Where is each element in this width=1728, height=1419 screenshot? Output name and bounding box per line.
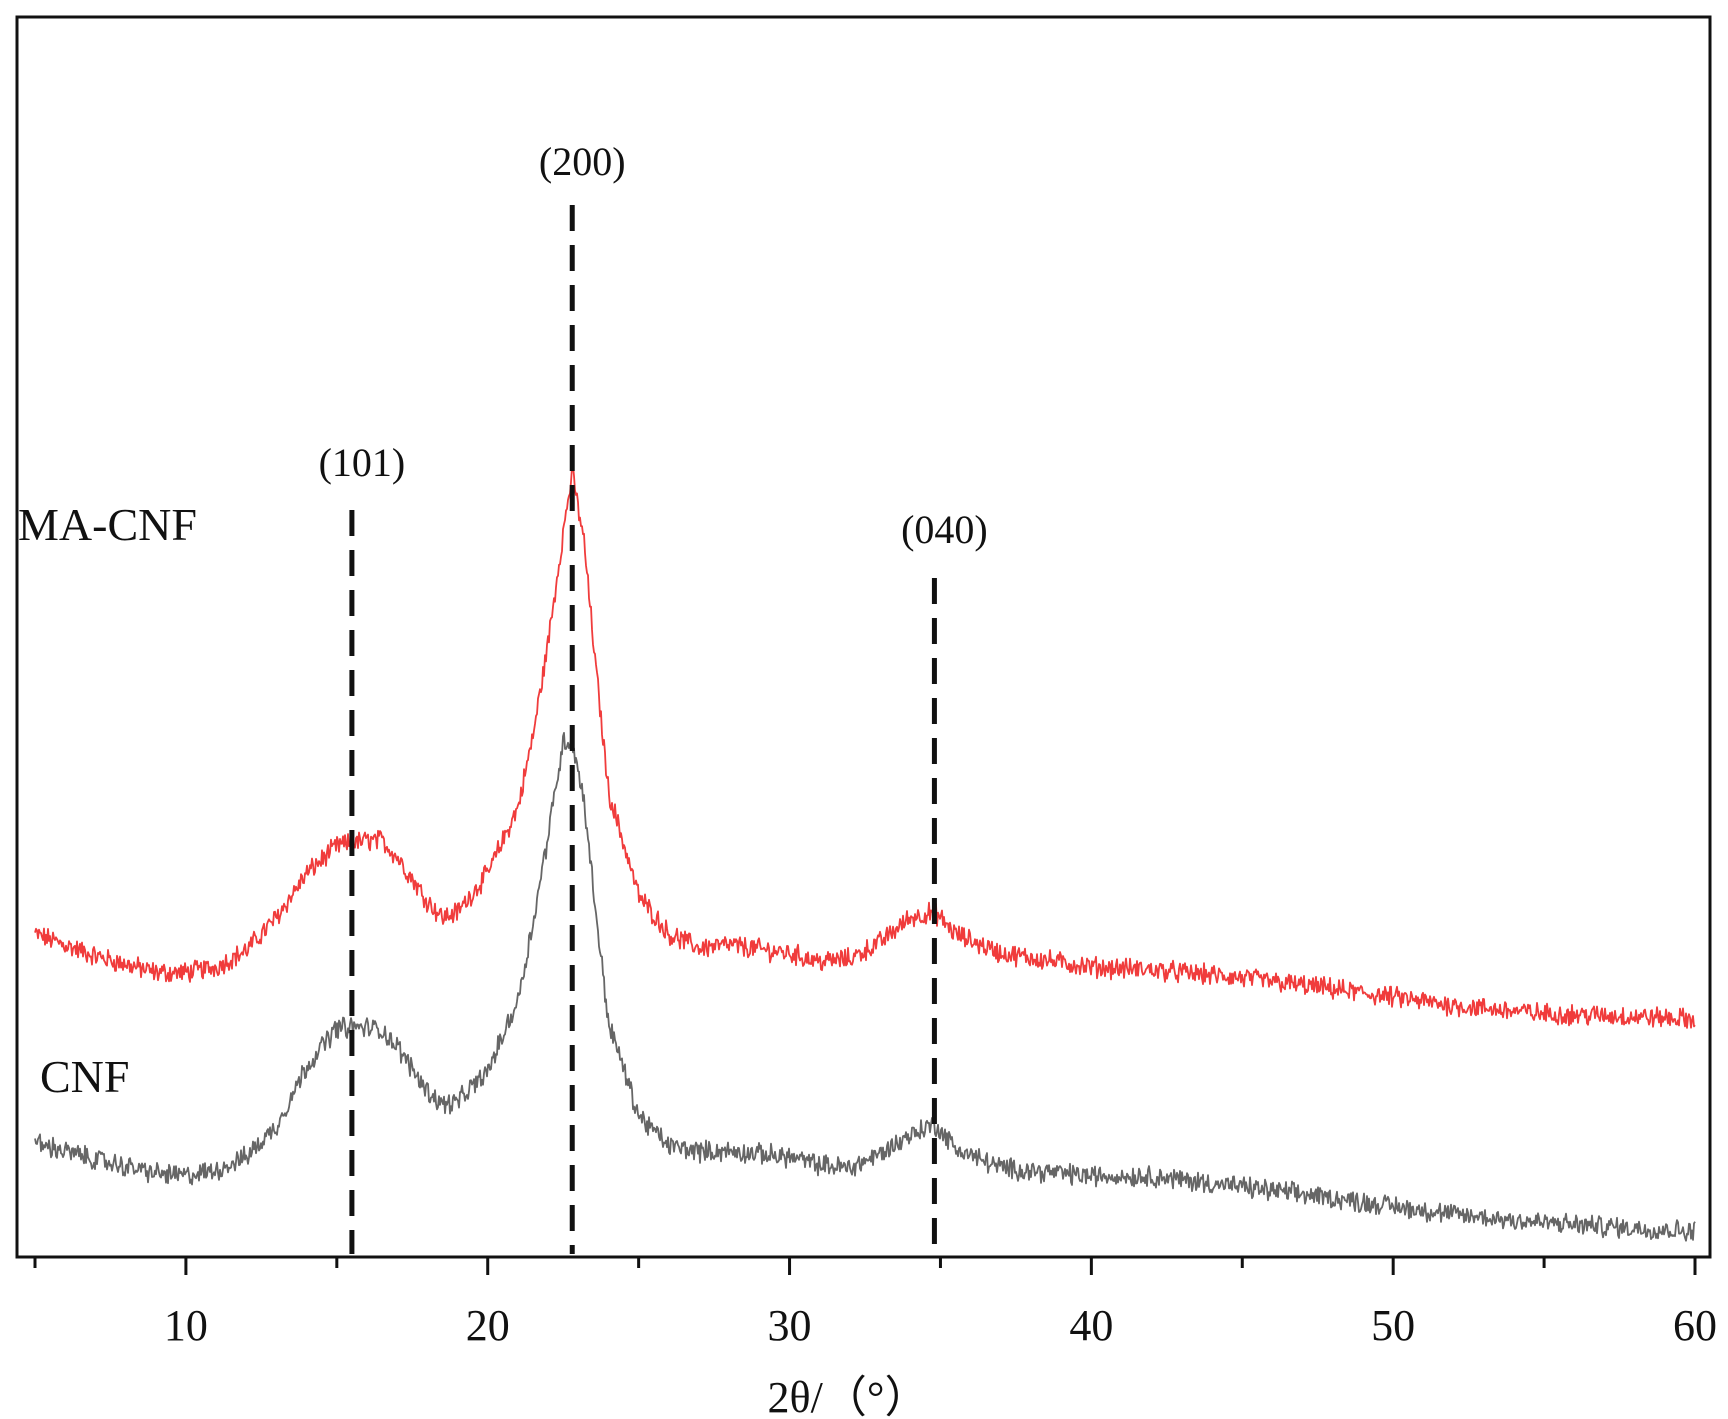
series-group: [34, 464, 1696, 1242]
peak-markers: (101) (200) (040): [319, 139, 988, 1254]
series-line-cnf: [34, 732, 1696, 1242]
plot-frame: [15, 15, 1712, 1259]
x-tick-label: 30: [768, 1301, 812, 1350]
x-tick-label: 40: [1069, 1301, 1113, 1350]
peak-marker-label: (200): [539, 139, 626, 184]
x-tick-label: 60: [1673, 1301, 1717, 1350]
series-line-ma-cnf: [34, 464, 1696, 1029]
x-tick-label: 50: [1371, 1301, 1415, 1350]
x-axis-title: 2θ/（°）: [768, 1373, 929, 1419]
x-axis-ticks: 10 20 30 40 50 60: [33, 1257, 1717, 1350]
peak-marker-label: (040): [901, 507, 988, 552]
x-tick-label: 10: [164, 1301, 208, 1350]
peak-marker-label: (101): [319, 440, 406, 485]
series-label-cnf: CNF: [40, 1051, 129, 1102]
x-tick-label: 20: [466, 1301, 510, 1350]
series-label-ma-cnf: MA-CNF: [18, 499, 197, 550]
